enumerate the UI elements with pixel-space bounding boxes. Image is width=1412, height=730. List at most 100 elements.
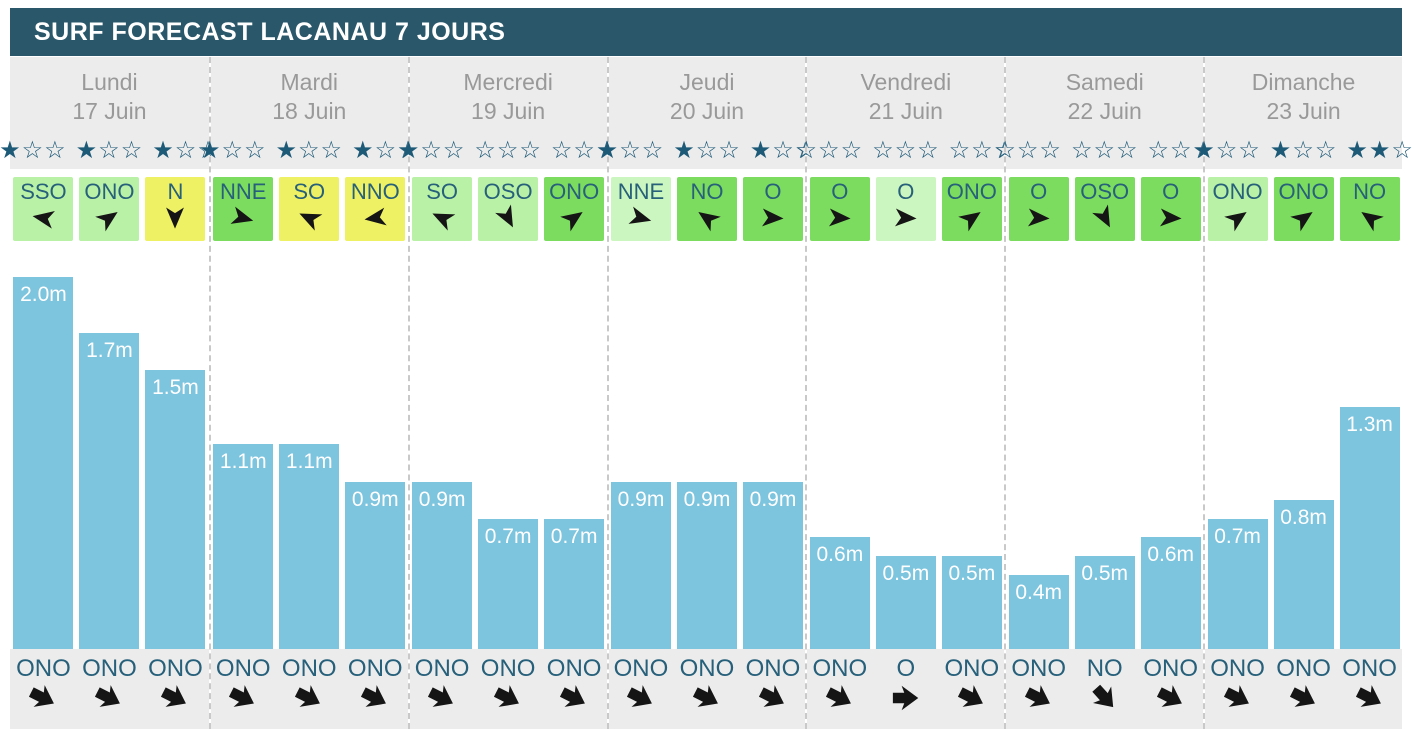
swell-arrow-icon xyxy=(95,685,121,708)
day-name: Dimanche xyxy=(1251,69,1356,95)
swell-direction-label: ONO xyxy=(812,655,868,682)
forecast-grid: Lundi 17 Juin ★☆☆ ★☆☆ ★☆☆ SSO ONO N 2.0m 1.7m 1.5m… xyxy=(0,57,1412,729)
day-date: 23 Juin xyxy=(1266,98,1341,125)
star-empty-icon: ☆ xyxy=(1093,136,1116,164)
wind-arrow-icon xyxy=(230,206,254,225)
wind-box: NNE xyxy=(213,177,274,241)
star-filled-icon: ★ xyxy=(152,136,175,164)
wind-arrow-icon xyxy=(1091,204,1110,228)
day-column: Dimanche 23 Juin ★☆☆ ★☆☆ ★★☆ ONO ONO NO 0.7m 0.8m… xyxy=(1193,57,1412,729)
swell-direction-label: ONO xyxy=(1276,655,1331,682)
swell-arrow-icon xyxy=(494,685,520,708)
wave-height-label: 0.7m xyxy=(484,525,532,548)
star-filled-icon: ★ xyxy=(1368,136,1392,164)
swell-direction-label: ONO xyxy=(215,655,271,682)
day-name: Vendredi xyxy=(860,69,952,95)
star-ratings: ★☆☆ ★☆☆ ★☆☆ xyxy=(0,136,219,165)
swell-arrow-icon xyxy=(161,685,187,708)
wave-bar: 2.0m xyxy=(13,277,74,649)
star-filled-icon: ★ xyxy=(1269,136,1293,164)
star-rating: ★☆☆ xyxy=(276,136,344,165)
star-empty-icon: ☆ xyxy=(818,136,841,164)
wave-chart: 0.9m 0.7m 0.7m xyxy=(410,241,607,649)
swell-row: ONO ONO ONO xyxy=(210,649,408,729)
wave-bar: 1.1m xyxy=(213,444,274,649)
wind-row: O OSO O xyxy=(1006,177,1203,241)
swell-cell: O xyxy=(876,649,936,729)
wave-bar: 1.1m xyxy=(279,444,340,649)
star-empty-icon: ☆ xyxy=(948,136,972,164)
wind-direction-label: NNO xyxy=(350,179,400,204)
star-empty-icon: ☆ xyxy=(44,136,67,164)
wind-direction-label: ONO xyxy=(549,179,600,204)
day-header: Mardi 18 Juin ★☆☆ ★☆☆ ★☆☆ xyxy=(199,57,419,169)
wave-bar: 0.7m xyxy=(1207,519,1268,649)
star-empty-icon: ☆ xyxy=(1115,136,1139,164)
swell-arrow-icon xyxy=(1024,685,1050,708)
wind-row: ONO ONO NO xyxy=(1205,177,1402,241)
star-rating: ★☆☆ xyxy=(1270,136,1338,165)
star-empty-icon: ☆ xyxy=(1070,136,1094,164)
wave-bar: 0.5m xyxy=(1074,556,1135,649)
star-empty-icon: ☆ xyxy=(374,136,398,164)
star-empty-icon: ☆ xyxy=(550,136,574,164)
star-rating: ★☆☆ xyxy=(398,136,466,165)
swell-direction-label: ONO xyxy=(347,655,403,682)
star-ratings: ★☆☆ ★☆☆ ★★☆ xyxy=(1193,136,1412,165)
wind-box: OSO xyxy=(1074,177,1135,241)
swell-cell: ONO xyxy=(677,649,737,729)
swell-cell: ONO xyxy=(942,649,1002,729)
swell-direction-label: ONO xyxy=(82,655,137,682)
day-date: 21 Juin xyxy=(868,98,943,125)
page-title: SURF FORECAST LACANAU 7 JOURS xyxy=(34,17,506,46)
wave-height-label: 2.0m xyxy=(20,283,67,306)
wind-box: NO xyxy=(1339,177,1400,241)
wave-chart: 1.1m 1.1m 0.9m xyxy=(211,241,408,649)
wind-box: O xyxy=(875,177,936,241)
star-rating: ☆☆☆ xyxy=(474,136,542,165)
wave-height-label: 0.6m xyxy=(1147,543,1195,566)
wind-box: ONO xyxy=(544,177,605,241)
wave-bar: 0.4m xyxy=(1008,575,1069,649)
star-filled-icon: ★ xyxy=(75,136,99,164)
star-empty-icon: ☆ xyxy=(1016,136,1040,164)
day-header: Mercredi 19 Juin ★☆☆ ☆☆☆ ☆☆☆ xyxy=(398,57,618,169)
day-header: Samedi 22 Juin ☆☆☆ ☆☆☆ ☆☆☆ xyxy=(994,57,1214,169)
wind-direction-label: O xyxy=(1030,179,1048,204)
day-date: 17 Juin xyxy=(72,98,147,125)
star-empty-icon: ☆ xyxy=(221,136,244,164)
wind-arrow-icon xyxy=(364,207,387,226)
star-empty-icon: ☆ xyxy=(894,136,918,164)
wind-direction-label: SSO xyxy=(20,179,67,204)
swell-direction-label: ONO xyxy=(679,655,735,682)
swell-arrow-icon xyxy=(229,685,255,708)
wave-bar: 0.5m xyxy=(875,556,936,649)
swell-cell: ONO xyxy=(1141,649,1201,729)
star-ratings: ★☆☆ ★☆☆ ★☆☆ xyxy=(199,136,419,165)
swell-row: ONO ONO ONO xyxy=(10,649,209,729)
star-empty-icon: ☆ xyxy=(243,136,267,164)
star-empty-icon: ☆ xyxy=(98,136,121,164)
wind-box: NO xyxy=(676,177,737,241)
swell-cell: ONO xyxy=(611,649,671,729)
wind-arrow-icon xyxy=(1223,212,1247,232)
star-rating: ★☆☆ xyxy=(673,136,741,165)
star-empty-icon: ☆ xyxy=(772,136,795,164)
star-ratings: ★☆☆ ☆☆☆ ☆☆☆ xyxy=(398,136,618,165)
star-filled-icon: ★ xyxy=(275,136,299,164)
star-rating: ★☆☆ xyxy=(76,136,144,165)
swell-row: ONO ONO ONO xyxy=(1205,649,1402,729)
star-empty-icon: ☆ xyxy=(420,136,443,164)
star-rating: ★☆☆ xyxy=(597,136,665,165)
wave-bar: 0.9m xyxy=(742,482,803,649)
swell-direction-label: NO xyxy=(1086,655,1123,682)
wave-height-label: 0.8m xyxy=(1280,506,1327,529)
star-empty-icon: ☆ xyxy=(1238,136,1261,164)
swell-direction-label: ONO xyxy=(1011,655,1067,682)
wind-direction-label: N xyxy=(167,179,184,204)
wave-bar: 0.9m xyxy=(676,482,737,649)
day-column: Samedi 22 Juin ☆☆☆ ☆☆☆ ☆☆☆ O OSO O 0.4m 0.5m 0.6m O… xyxy=(994,57,1214,729)
wind-box: NNE xyxy=(610,177,671,241)
header-bar: SURF FORECAST LACANAU 7 JOURS xyxy=(10,8,1402,56)
wave-bar: 1.3m xyxy=(1339,407,1400,649)
